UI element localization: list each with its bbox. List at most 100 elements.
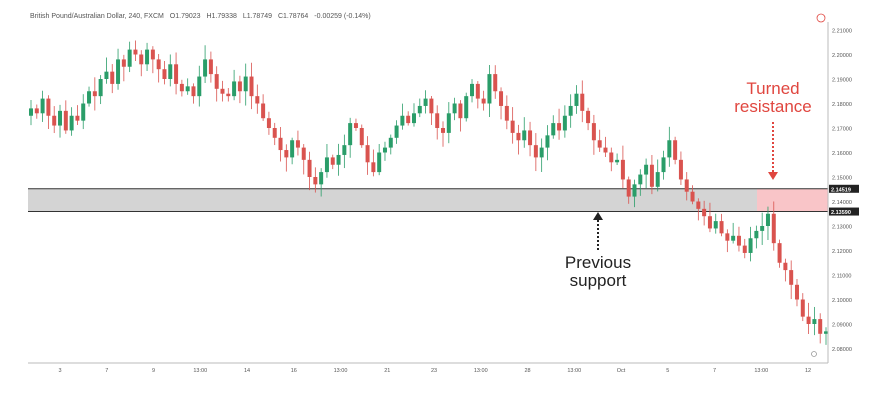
candle-up [232, 81, 237, 97]
candle-down [365, 145, 370, 163]
price-tick-label: 2.18000 [832, 102, 852, 108]
candle-up [731, 235, 736, 241]
high-value: H1.79338 [206, 13, 237, 20]
price-tick-label: 2.11000 [832, 274, 851, 280]
time-tick-label: 13:00 [474, 368, 488, 374]
candle-down [707, 216, 712, 229]
candle-down [771, 213, 776, 244]
candle-up [522, 130, 527, 141]
candle-up [388, 137, 393, 148]
zone-price-label: 2.14519 [831, 187, 851, 193]
candle-down [330, 157, 335, 165]
price-tick-label: 2.15000 [832, 176, 852, 182]
price-tick-label: 2.14000 [832, 200, 852, 206]
time-tick-label: 12 [805, 368, 811, 374]
resistance-zone-highlight [757, 188, 828, 212]
candle-down [406, 115, 411, 124]
candle-down [649, 164, 654, 187]
candle-down [150, 49, 155, 60]
candle-up [754, 230, 759, 239]
candle-down [678, 159, 683, 180]
candle-down [214, 74, 219, 89]
candle-down [307, 159, 312, 177]
candle-up [382, 147, 387, 153]
candle-up [423, 98, 428, 106]
candle-up [713, 221, 718, 229]
time-tick-label: 28 [524, 368, 530, 374]
candle-down [255, 96, 260, 104]
candle-up [760, 226, 765, 231]
support-resistance-zone [28, 188, 828, 213]
time-tick-label: 13:00 [754, 368, 768, 374]
time-tick-label: 7 [105, 368, 108, 374]
candle-down [742, 245, 747, 253]
candle-down [673, 140, 678, 160]
candle-down [162, 69, 167, 79]
candle-down [586, 110, 591, 124]
zone-price-badge [829, 184, 859, 193]
candle-down [441, 128, 446, 133]
candle-down [353, 123, 358, 128]
candle-down [516, 132, 521, 141]
candle-down [684, 179, 689, 192]
candle-up [29, 108, 33, 116]
price-tick-label: 2.20000 [832, 53, 852, 59]
close-value: C1.78764 [277, 13, 309, 20]
candle-up [348, 123, 353, 146]
previous-support-line2: support [569, 271, 627, 290]
candle-up [667, 140, 672, 158]
candle-down [226, 93, 231, 97]
candle-up [765, 213, 770, 226]
change-value: -0.00259 (-0.14%) [314, 13, 371, 20]
zone-price-badge [829, 207, 859, 216]
candle-down [133, 49, 138, 55]
price-tick-label: 2.08000 [832, 347, 852, 353]
price-tick-label: 2.13000 [832, 225, 852, 231]
price-tick-label: 2.12000 [832, 249, 852, 255]
candle-down [609, 152, 614, 163]
candle-up [812, 319, 817, 324]
candle-down [736, 235, 741, 246]
candle-down [272, 128, 277, 138]
candle-down [237, 81, 242, 92]
candle-down [284, 150, 289, 158]
candle-down [295, 140, 300, 148]
settings-icon[interactable] [811, 351, 817, 357]
candle-down [139, 54, 144, 65]
candle-down [597, 140, 602, 148]
candle-down [719, 221, 724, 234]
candle-up [290, 140, 295, 158]
previous-support-label: Previous support [548, 254, 648, 290]
support-arrow-head [593, 212, 603, 220]
time-tick-label: 21 [384, 368, 390, 374]
candle-down [174, 64, 179, 84]
time-tick-label: 7 [713, 368, 716, 374]
candle-down [110, 71, 115, 84]
candle-down [690, 191, 695, 202]
candle-down [580, 93, 585, 111]
time-tick-label: 5 [666, 368, 669, 374]
candle-up [551, 123, 556, 136]
candle-down [789, 270, 794, 285]
zone-price-label: 2.13590 [831, 210, 851, 216]
alert-icon[interactable] [816, 13, 826, 23]
candle-up [243, 76, 248, 92]
candle-up [655, 172, 660, 187]
time-tick-label: 13:00 [193, 368, 207, 374]
time-tick-label: Oct [617, 368, 626, 374]
candle-down [435, 113, 440, 128]
candle-down [725, 233, 730, 241]
price-tick-label: 2.10000 [832, 298, 852, 304]
candle-down [510, 120, 515, 133]
candle-up [661, 157, 666, 173]
time-tick-label: 9 [152, 368, 155, 374]
candle-down [696, 201, 701, 209]
open-value: O1.79023 [169, 13, 201, 20]
candle-up [417, 105, 422, 114]
candle-up [324, 157, 329, 173]
time-tick-label: 13:00 [567, 368, 581, 374]
candle-up [394, 125, 399, 138]
candle-up [203, 59, 208, 77]
candle-up [127, 49, 132, 67]
